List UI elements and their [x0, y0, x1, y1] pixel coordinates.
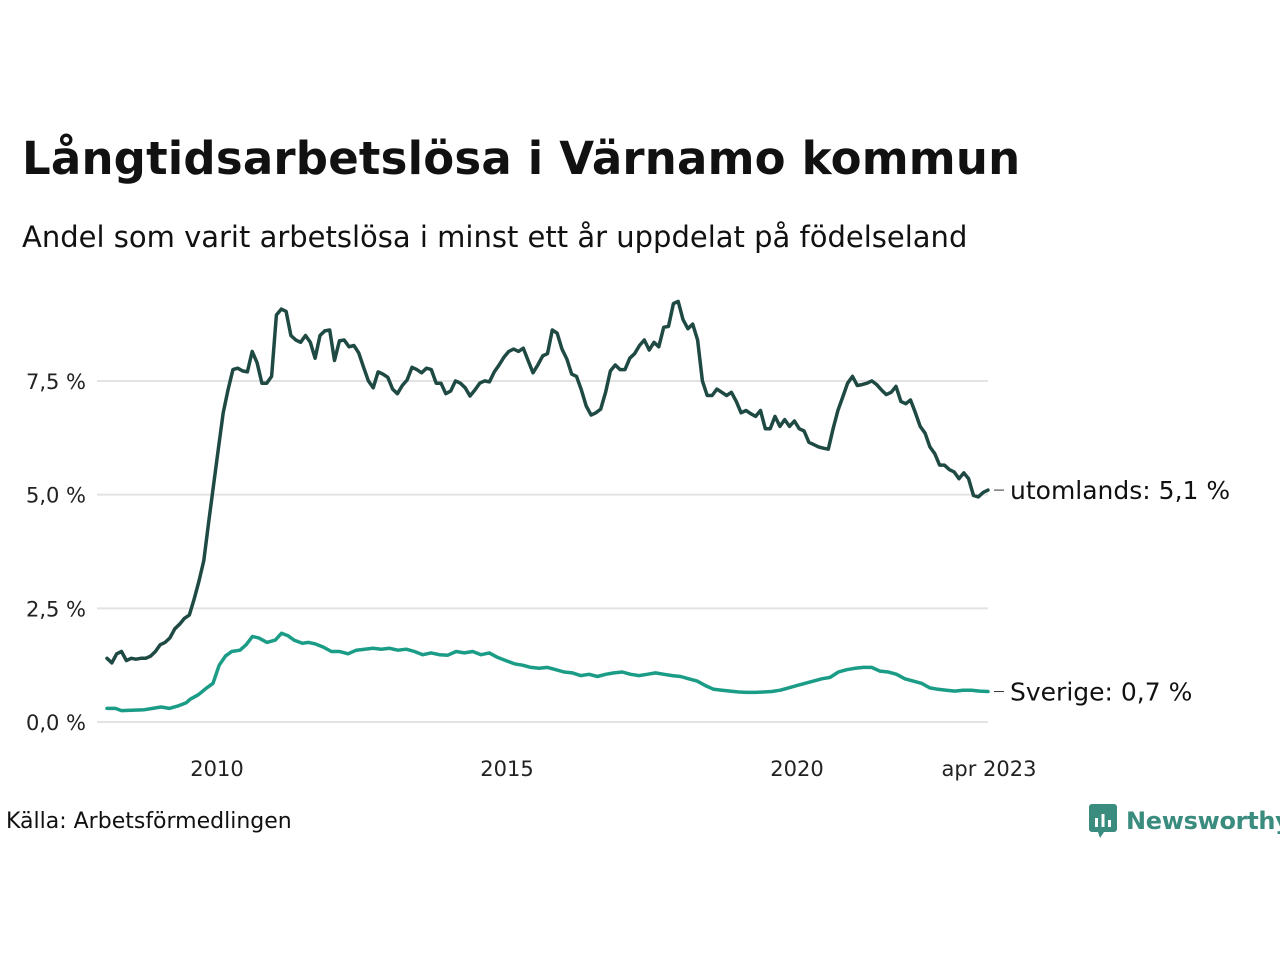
axis-layer: 0,0 % 2,5 % 5,0 % 7,5 % 2010 2015 2020 apr 2023: [26, 370, 1037, 781]
chart-title: Långtidsarbetslösa i Värnamo kommun: [22, 132, 1021, 185]
y-tick-label: 7,5 %: [26, 370, 86, 394]
y-tick-label: 2,5 %: [26, 597, 86, 621]
series-end-label: utomlands: 5,1 %: [1010, 476, 1230, 505]
chart-subtitle: Andel som varit arbetslösa i minst ett å…: [22, 220, 968, 254]
x-tick-label: apr 2023: [942, 757, 1037, 781]
newsworthy-logo-icon: [1089, 804, 1117, 838]
source-note: Källa: Arbetsförmedlingen: [6, 809, 292, 834]
series-line-utomlands: [105, 299, 990, 665]
x-tick-label: 2010: [190, 757, 243, 781]
brand-logo: Newsworthy: [1088, 803, 1280, 839]
x-tick-label: 2015: [480, 757, 533, 781]
y-tick-label: 0,0 %: [26, 711, 86, 735]
series-end-label: Sverige: 0,7 %: [1010, 678, 1192, 707]
grid-layer: [97, 379, 988, 723]
series-line-sverige: [105, 631, 990, 713]
x-tick-label: 2020: [770, 757, 823, 781]
series-layer: utomlands: 5,1 % Sverige: 0,7 %: [105, 299, 1230, 713]
y-tick-label: 5,0 %: [26, 484, 86, 508]
brand-name: Newsworthy: [1126, 807, 1280, 835]
